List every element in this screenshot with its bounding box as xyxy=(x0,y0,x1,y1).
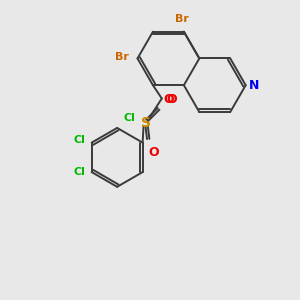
Text: Cl: Cl xyxy=(73,135,85,145)
Text: Br: Br xyxy=(176,14,189,24)
Text: O: O xyxy=(166,93,177,106)
Text: Cl: Cl xyxy=(124,113,136,124)
Text: O: O xyxy=(163,93,174,106)
Text: O: O xyxy=(148,146,159,159)
Text: Br: Br xyxy=(116,52,129,62)
Text: N: N xyxy=(249,79,260,92)
Text: S: S xyxy=(141,116,151,130)
Text: Cl: Cl xyxy=(73,167,85,177)
